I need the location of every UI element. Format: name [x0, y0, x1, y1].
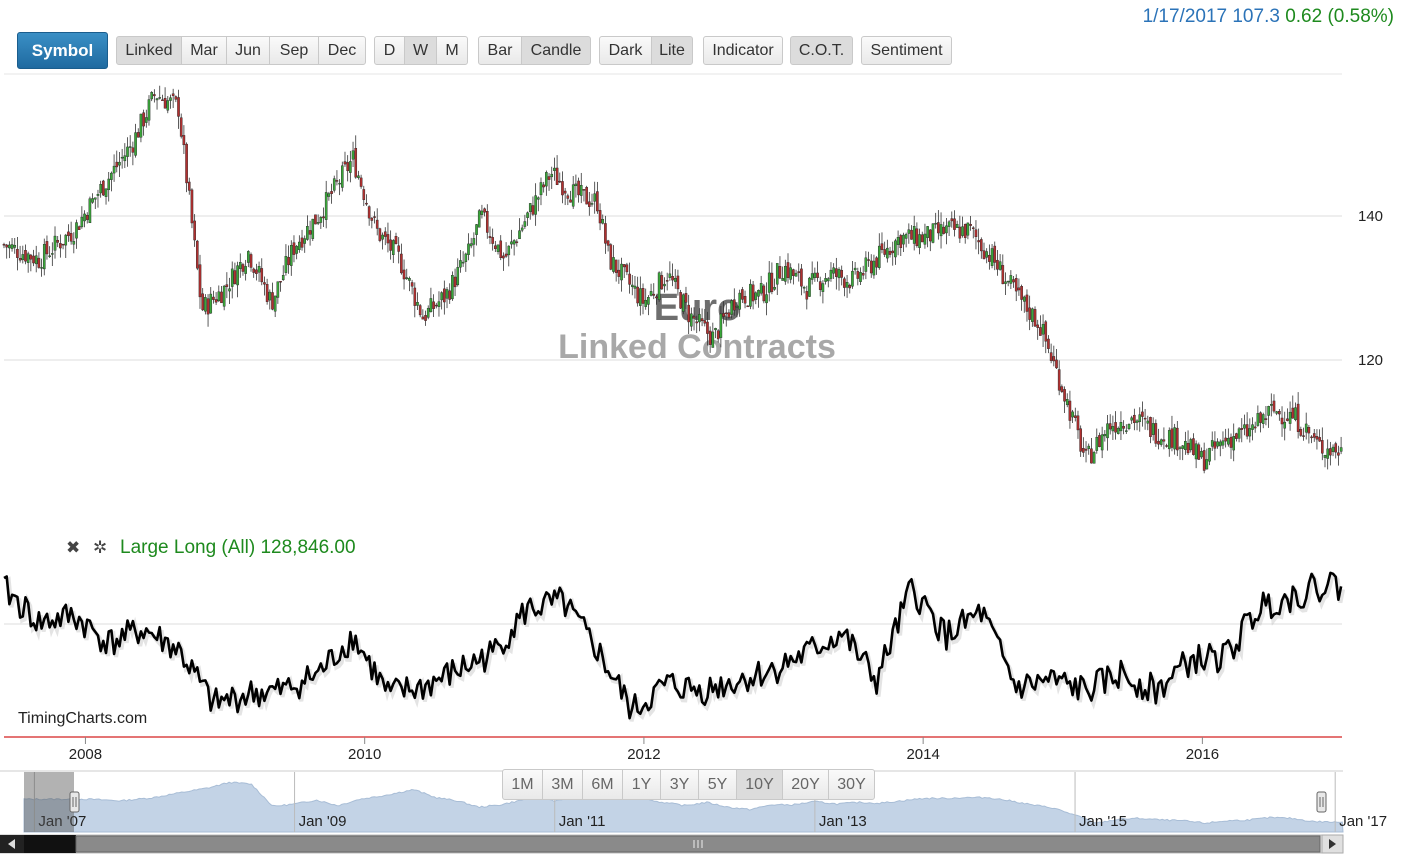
quote-date-price: 1/17/2017 107.3 — [1142, 6, 1280, 27]
range-3y-button[interactable]: 3Y — [660, 769, 699, 800]
gear-icon[interactable]: ✲ — [93, 538, 108, 557]
quote-readout: 1/17/2017 107.3 0.62 (0.58%) — [1143, 6, 1394, 28]
cot-button[interactable]: C.O.T. — [790, 36, 853, 65]
symbol-button[interactable]: Symbol — [17, 32, 108, 69]
contract-sep-button[interactable]: Sep — [269, 36, 319, 65]
navigator-label: Jan '09 — [299, 813, 347, 830]
range-6m-button[interactable]: 6M — [582, 769, 623, 800]
range-1m-button[interactable]: 1M — [502, 769, 543, 800]
range-3m-button[interactable]: 3M — [542, 769, 583, 800]
site-label: TimingCharts.com — [18, 710, 148, 727]
indicator-button[interactable]: Indicator — [703, 36, 783, 65]
navigator-label: Jan '11 — [559, 813, 606, 830]
navigator-handle-left — [69, 791, 80, 813]
range-30y-button[interactable]: 30Y — [828, 769, 875, 800]
sentiment-button[interactable]: Sentiment — [861, 36, 952, 65]
navigator-label: Jan '07 — [38, 813, 86, 830]
contract-dec-button[interactable]: Dec — [318, 36, 366, 65]
navigator-handle-right — [1316, 791, 1327, 813]
close-icon[interactable]: ✖ — [66, 538, 81, 557]
period-monthly-button[interactable]: M — [436, 36, 468, 65]
navigator-label: Jan '13 — [819, 813, 867, 830]
contract-mar-button[interactable]: Mar — [181, 36, 227, 65]
style-candle-button[interactable]: Candle — [521, 36, 591, 65]
range-10y-button[interactable]: 10Y — [736, 769, 783, 800]
contract-linked-button[interactable]: Linked — [116, 36, 182, 65]
style-bar-button[interactable]: Bar — [478, 36, 522, 65]
indicator-label: Large Long (All) 128,846.00 — [120, 537, 356, 558]
navigator-label: Jan '15 — [1079, 813, 1127, 830]
theme-lite-button[interactable]: Lite — [651, 36, 693, 65]
navigator-label: Jan '17 — [1339, 813, 1387, 830]
range-5y-button[interactable]: 5Y — [698, 769, 737, 800]
quote-change: 0.62 (0.58%) — [1285, 6, 1394, 27]
scroll-left-arrow-icon — [8, 839, 15, 849]
range-20y-button[interactable]: 20Y — [782, 769, 829, 800]
theme-dark-button[interactable]: Dark — [599, 36, 652, 65]
scrollbar-unused — [24, 835, 76, 853]
range-1y-button[interactable]: 1Y — [622, 769, 661, 800]
navigator-area — [23, 781, 1344, 833]
scroll-right-arrow-icon — [1329, 839, 1336, 849]
navigator-mask-left — [24, 772, 74, 832]
contract-jun-button[interactable]: Jun — [226, 36, 270, 65]
